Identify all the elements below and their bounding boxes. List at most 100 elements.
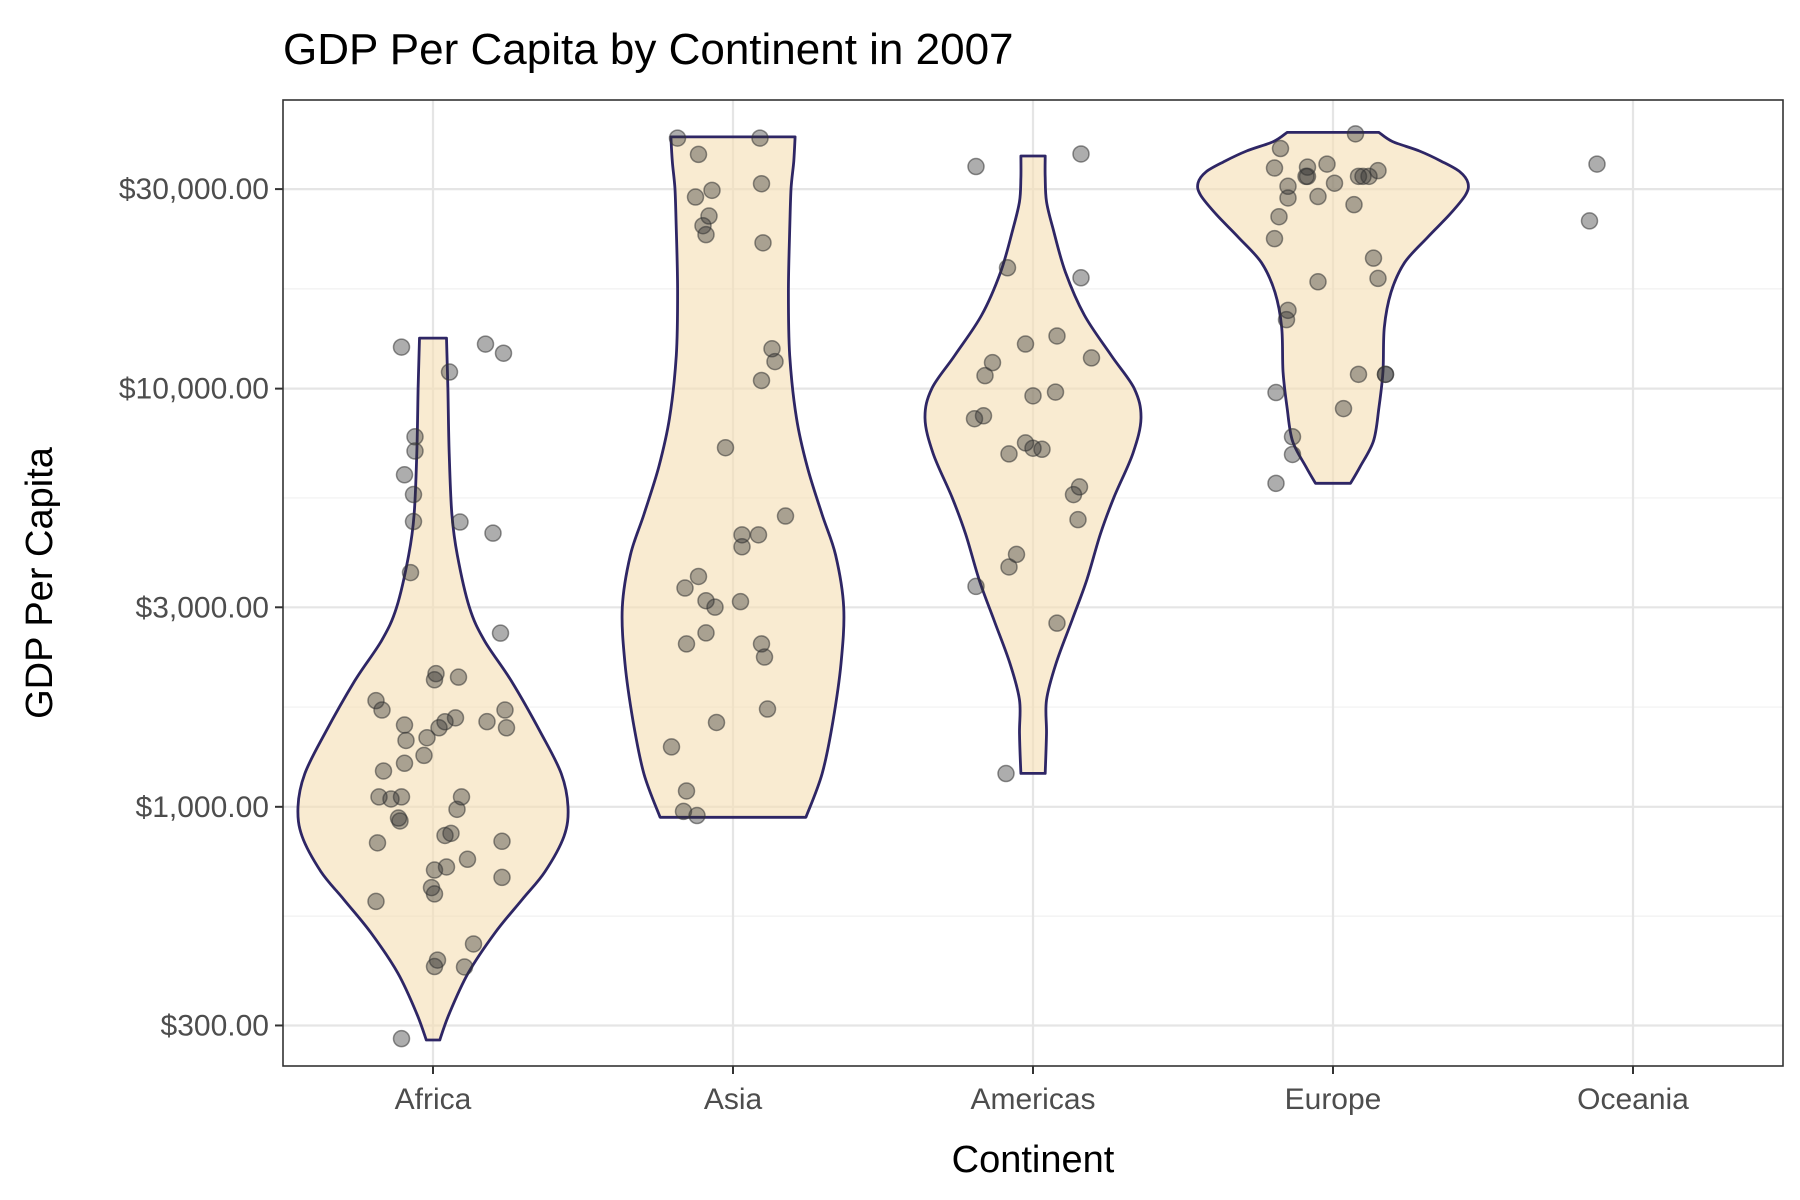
data-point [1334,399,1353,418]
data-point [1345,195,1363,214]
data-point [668,129,687,147]
data-point [686,188,705,206]
x-tick-label: Africa [395,1083,472,1116]
data-point [700,207,718,225]
data-point [392,1029,411,1048]
data-point [967,157,985,176]
data-point [1354,167,1372,186]
data-point [497,719,516,737]
data-point [367,892,385,911]
data-point [755,648,774,666]
data-point [1007,545,1026,564]
data-point [418,728,436,747]
data-point [1283,428,1302,446]
data-point [1016,335,1035,353]
data-point [1283,445,1302,464]
data-point [1265,229,1284,248]
y-tick-label: $1,000.00 [136,791,269,824]
data-point [397,731,415,750]
data-point [367,691,385,710]
y-tick-label: $30,000.00 [119,173,269,206]
violins [296,131,1470,1042]
data-point [676,579,694,597]
x-axis: Africa Asia Americas Europe Oceania [395,1066,1689,1116]
data-point [1271,139,1290,158]
data-point [1369,161,1387,180]
data-point [763,340,781,358]
data-point [689,567,708,586]
data-point [1070,478,1089,496]
data-point [1309,187,1327,206]
data-point [395,466,414,484]
x-tick-label: Asia [704,1083,763,1116]
data-point [1270,207,1288,226]
data-point [716,438,735,457]
data-point [374,762,393,780]
x-axis-title: Continent [952,1139,1115,1181]
data-point [415,746,433,765]
data-point [425,671,444,689]
data-point [451,513,469,531]
data-point [1298,167,1317,186]
violin-europe [1196,131,1470,485]
data-point [425,957,444,976]
y-axis-title: GDP Per Capita [19,446,61,719]
data-point [1069,510,1087,529]
data-point [449,668,468,686]
data-point [478,712,496,731]
data-point [1048,614,1066,632]
data-point [437,858,456,876]
data-point [998,259,1017,277]
data-point [1318,155,1336,173]
data-point [1267,383,1285,402]
data-point [448,800,466,819]
data-point [1082,349,1101,367]
data-point [1048,327,1066,345]
data-point [1072,145,1090,163]
data-point [749,526,768,544]
data-point [733,538,751,556]
y-tick-label: $3,000.00 [136,591,269,624]
data-point [406,442,424,460]
data-point [1369,269,1387,288]
data-point [1325,174,1344,192]
data-point [1279,177,1297,196]
data-point [1033,440,1051,459]
data-point [677,635,696,653]
data-point [427,664,445,683]
data-point [422,878,441,897]
violin-africa [296,336,570,1042]
data-point [436,826,454,845]
data-point [689,145,708,164]
data-point [706,598,724,616]
data-point [758,700,777,718]
data-point [446,709,465,727]
data-point [752,635,771,653]
data-point [392,788,411,806]
data-point [1024,387,1042,405]
x-tick-label: Americas [970,1083,1095,1116]
data-point [1265,159,1284,177]
data-point [1580,212,1599,230]
data-point [1279,301,1297,320]
data-point [401,563,420,582]
data-point [1024,439,1042,457]
x-tick-label: Oceania [1577,1083,1689,1116]
data-point [406,428,424,446]
data-point [1360,167,1378,186]
data-point [674,802,693,821]
data-point [476,335,495,353]
x-tick-label: Europe [1285,1083,1382,1116]
data-point [464,935,483,953]
data-point [1046,383,1065,401]
data-point [373,701,391,719]
data-point [697,624,715,642]
data-point [404,485,423,504]
data-point [395,754,414,773]
violin-asia [620,135,846,819]
data-point [703,181,721,200]
data-point [677,782,696,800]
data-point [1309,273,1327,291]
data-point [496,701,514,719]
data-point [493,868,511,887]
